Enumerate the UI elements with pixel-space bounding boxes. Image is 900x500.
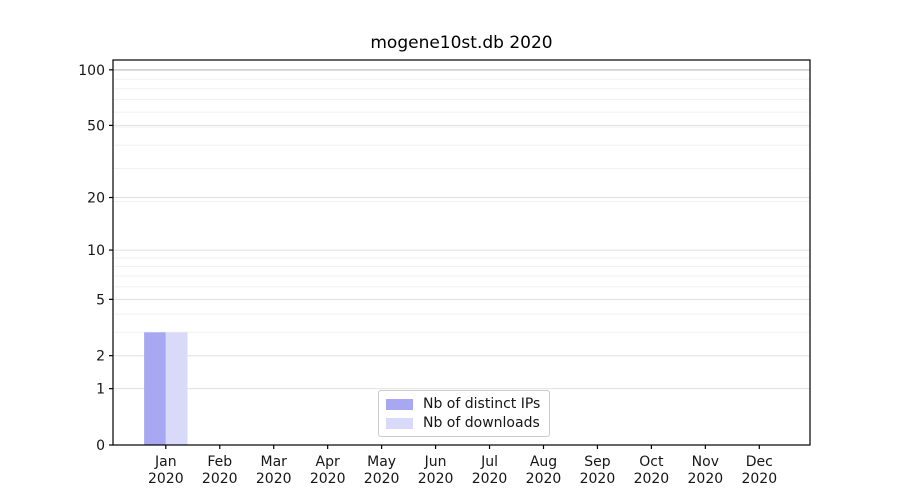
- x-tick-label-year: 2020: [256, 471, 292, 487]
- legend-swatch-1: [386, 417, 413, 429]
- legend-label: Nb of distinct IPs: [423, 396, 541, 412]
- legend: Nb of distinct IPs Nb of downloads: [378, 390, 551, 437]
- x-tick-label-year: 2020: [580, 471, 616, 487]
- y-tick-label: 1: [96, 382, 105, 398]
- x-tick-label-year: 2020: [526, 471, 562, 487]
- y-tick-label: 2: [96, 349, 105, 365]
- x-tick-label-month: Apr: [316, 454, 340, 470]
- x-tick-label-month: Jun: [424, 454, 447, 470]
- x-tick-label-year: 2020: [310, 471, 346, 487]
- plot-border: [112, 59, 811, 446]
- x-tick-label-month: Aug: [530, 454, 557, 470]
- y-tick-label: 0: [96, 438, 105, 454]
- x-tick-label-month: May: [367, 454, 396, 470]
- x-tick-label-month: Nov: [692, 454, 719, 470]
- x-tick-label-month: Feb: [207, 454, 232, 470]
- x-tick-label-year: 2020: [741, 471, 777, 487]
- x-tick-label-month: Sep: [584, 454, 611, 470]
- x-tick-label-month: Jan: [154, 454, 177, 470]
- x-tick-label-year: 2020: [418, 471, 454, 487]
- y-tick-label: 5: [96, 292, 105, 308]
- y-tick-label: 10: [87, 243, 105, 259]
- x-tick-label-year: 2020: [148, 471, 184, 487]
- x-tick-label-year: 2020: [472, 471, 508, 487]
- bar-distinct-ips: [144, 332, 166, 445]
- x-tick-label-month: Oct: [639, 454, 664, 470]
- legend-item-downloads: Nb of downloads: [386, 415, 540, 431]
- bar-downloads: [165, 332, 188, 445]
- y-tick-label: 50: [87, 118, 105, 134]
- legend-label: Nb of downloads: [423, 415, 540, 431]
- legend-item-distinct-ips: Nb of distinct IPs: [386, 396, 540, 412]
- x-tick-label-month: Mar: [260, 454, 287, 470]
- x-tick-label-year: 2020: [364, 471, 400, 487]
- legend-swatch-0: [386, 398, 413, 410]
- y-tick-label: 100: [78, 63, 105, 79]
- chart-title: mogene10st.db 2020: [370, 33, 553, 53]
- x-tick-label-year: 2020: [688, 471, 724, 487]
- y-tick-label: 20: [87, 191, 105, 207]
- x-tick-label-month: Jul: [480, 454, 498, 470]
- x-tick-label-year: 2020: [634, 471, 670, 487]
- x-tick-label-month: Dec: [746, 454, 773, 470]
- x-tick-label-year: 2020: [202, 471, 238, 487]
